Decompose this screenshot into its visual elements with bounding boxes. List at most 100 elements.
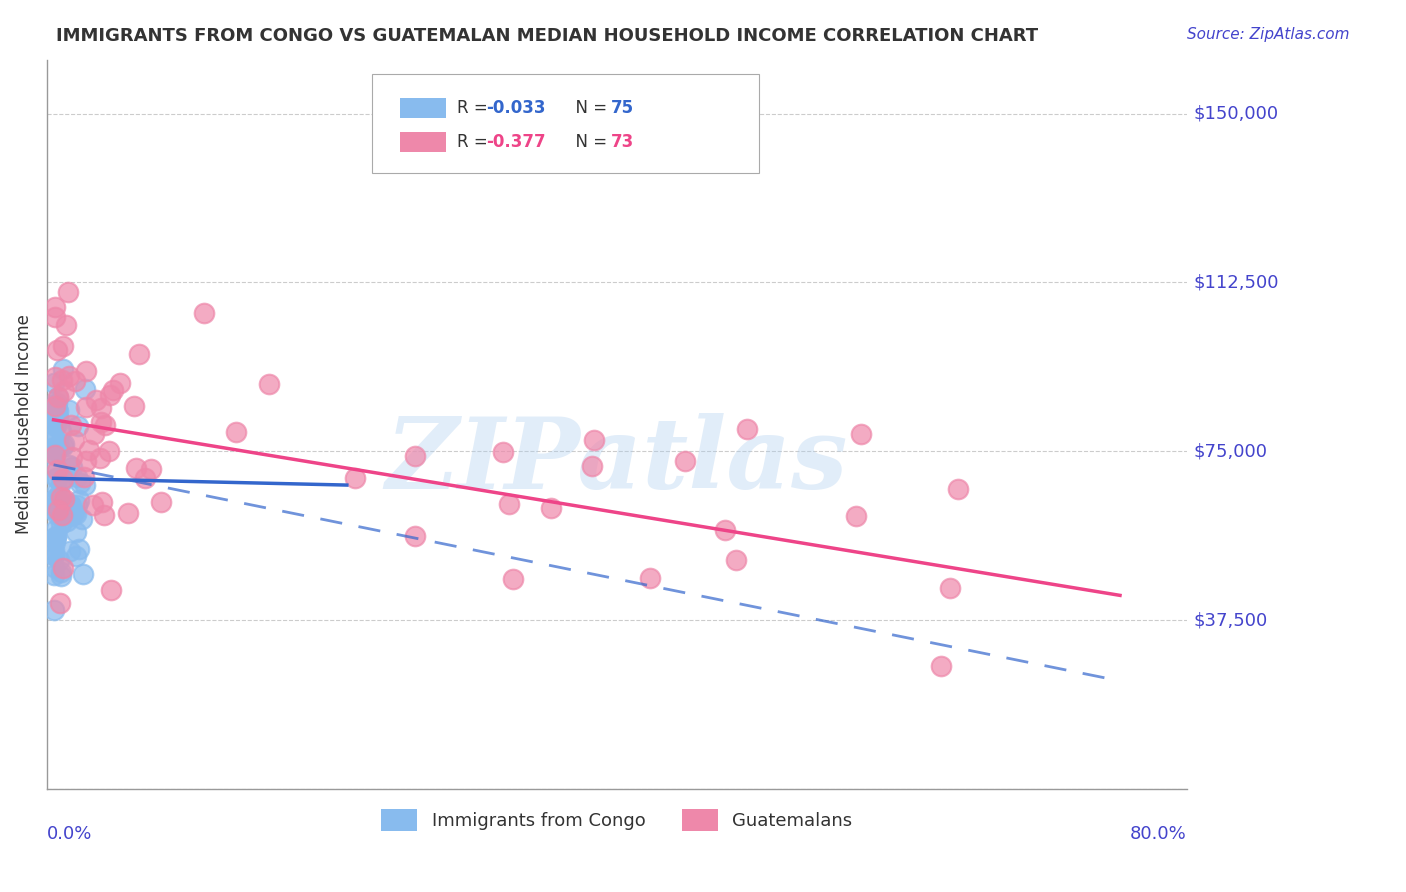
- Point: [45, 343, 67, 357]
- Text: ZIPatlas: ZIPatlas: [385, 412, 848, 509]
- Point: [59, 544, 82, 558]
- Point: [52, 560, 75, 574]
- Point: [46, 410, 69, 425]
- Point: [122, 399, 145, 413]
- Text: $75,000: $75,000: [1194, 442, 1267, 460]
- Point: [44, 493, 66, 508]
- Point: [65, 507, 87, 521]
- FancyBboxPatch shape: [401, 132, 446, 153]
- Point: [44, 419, 66, 434]
- Point: [404, 529, 426, 543]
- Point: [44, 310, 66, 324]
- Point: [53, 384, 76, 398]
- Point: [44, 548, 66, 562]
- Point: [735, 422, 758, 436]
- Point: [75, 364, 97, 378]
- Point: [48, 439, 70, 453]
- Point: [49, 516, 72, 531]
- Point: [125, 460, 148, 475]
- Point: [44, 548, 66, 562]
- Point: [77, 443, 100, 458]
- Point: [83, 426, 105, 441]
- Point: [98, 444, 121, 458]
- Point: [72, 566, 94, 581]
- Point: [82, 498, 104, 512]
- Point: [48, 487, 70, 501]
- Point: [44, 531, 66, 545]
- Point: [44, 376, 66, 390]
- Point: [343, 471, 366, 485]
- Point: [75, 454, 97, 468]
- Point: [404, 449, 426, 463]
- Point: [51, 509, 73, 524]
- Point: [540, 500, 562, 515]
- Text: 75: 75: [612, 99, 634, 117]
- Point: [44, 535, 66, 549]
- Point: [58, 369, 80, 384]
- Point: [498, 497, 520, 511]
- Point: [581, 458, 603, 473]
- Text: -0.033: -0.033: [485, 99, 546, 117]
- Text: N =: N =: [565, 133, 613, 151]
- Point: [69, 476, 91, 491]
- Point: [44, 409, 66, 424]
- Point: [60, 450, 83, 464]
- Text: 80.0%: 80.0%: [1130, 825, 1187, 844]
- Point: [52, 362, 75, 376]
- Point: [73, 477, 96, 491]
- Point: [44, 502, 66, 516]
- Point: [62, 433, 84, 447]
- Point: [502, 572, 524, 586]
- Point: [45, 529, 67, 543]
- Point: [49, 424, 72, 438]
- Point: [44, 449, 66, 463]
- Point: [638, 571, 661, 585]
- Text: R =: R =: [457, 133, 494, 151]
- Point: [45, 417, 67, 431]
- Text: -0.377: -0.377: [485, 133, 546, 151]
- Point: [46, 502, 69, 516]
- Point: [193, 306, 215, 320]
- Point: [49, 596, 72, 610]
- Point: [46, 390, 69, 404]
- Point: [46, 390, 69, 404]
- Point: [134, 471, 156, 485]
- Point: [845, 509, 868, 524]
- Point: [73, 382, 96, 396]
- Point: [44, 500, 66, 514]
- Point: [59, 418, 82, 433]
- Point: [52, 439, 75, 453]
- Point: [66, 499, 89, 513]
- FancyBboxPatch shape: [371, 74, 759, 173]
- Point: [128, 347, 150, 361]
- Point: [65, 374, 87, 388]
- Point: [49, 476, 72, 491]
- Point: [45, 483, 67, 498]
- Point: [44, 603, 66, 617]
- Point: [110, 376, 132, 390]
- Point: [46, 402, 69, 417]
- Point: [60, 499, 83, 513]
- Point: [55, 318, 77, 332]
- Point: [46, 404, 69, 418]
- Point: [90, 401, 112, 416]
- Point: [98, 388, 121, 402]
- Point: [44, 448, 66, 462]
- Point: [44, 568, 66, 582]
- Point: [44, 440, 66, 454]
- Point: [101, 383, 124, 397]
- Point: [46, 463, 69, 477]
- Point: [49, 495, 72, 509]
- Point: [44, 458, 66, 472]
- Point: [45, 498, 67, 512]
- Point: [44, 430, 66, 444]
- Point: [67, 493, 90, 508]
- Point: [44, 370, 66, 384]
- FancyBboxPatch shape: [401, 97, 446, 118]
- Point: [46, 396, 69, 410]
- Text: $150,000: $150,000: [1194, 104, 1278, 122]
- Point: [51, 490, 73, 504]
- Point: [492, 445, 515, 459]
- Point: [45, 508, 67, 523]
- Text: $112,500: $112,500: [1194, 274, 1279, 292]
